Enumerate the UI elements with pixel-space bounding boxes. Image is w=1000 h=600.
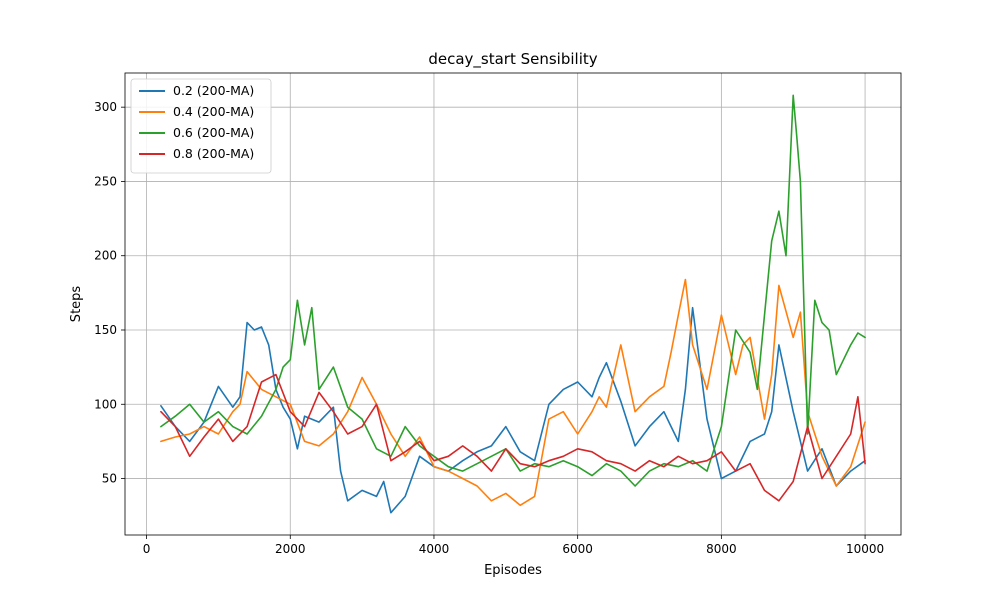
y-tick-label: 150 <box>94 323 117 337</box>
series-line-3 <box>160 94 866 487</box>
series-line-2 <box>160 278 866 507</box>
plot-frame <box>124 72 902 536</box>
y-tick-label: 200 <box>94 249 117 263</box>
legend-label: 0.8 (200-MA) <box>173 146 254 161</box>
series-lines <box>160 94 866 514</box>
x-tick-label: 6000 <box>562 542 593 556</box>
chart-title: decay_start Sensibility <box>428 50 597 69</box>
x-axis-label: Episodes <box>484 563 542 578</box>
legend-label: 0.6 (200-MA) <box>173 125 254 140</box>
ticks: 0 2000 4000 6000 8000 10000 50 100 150 200 250 300 <box>94 100 884 556</box>
y-tick-label: 50 <box>102 472 117 486</box>
legend: 0.2 (200-MA) 0.4 (200-MA) 0.6 (200-MA) 0.8 … <box>130 78 272 174</box>
legend-label: 0.4 (200-MA) <box>173 104 254 119</box>
y-axis-label: Steps <box>69 286 84 323</box>
x-tick-label: 0 <box>143 542 151 556</box>
legend-box <box>130 78 272 174</box>
y-tick-label: 100 <box>94 397 117 411</box>
legend-label: 0.2 (200-MA) <box>173 83 254 98</box>
x-tick-label: 4000 <box>419 542 450 556</box>
y-tick-label: 300 <box>94 100 117 114</box>
x-tick-label: 10000 <box>846 542 884 556</box>
y-tick-label: 250 <box>94 174 117 188</box>
x-tick-label: 2000 <box>275 542 306 556</box>
series-line-4 <box>160 373 866 502</box>
x-tick-label: 8000 <box>706 542 737 556</box>
